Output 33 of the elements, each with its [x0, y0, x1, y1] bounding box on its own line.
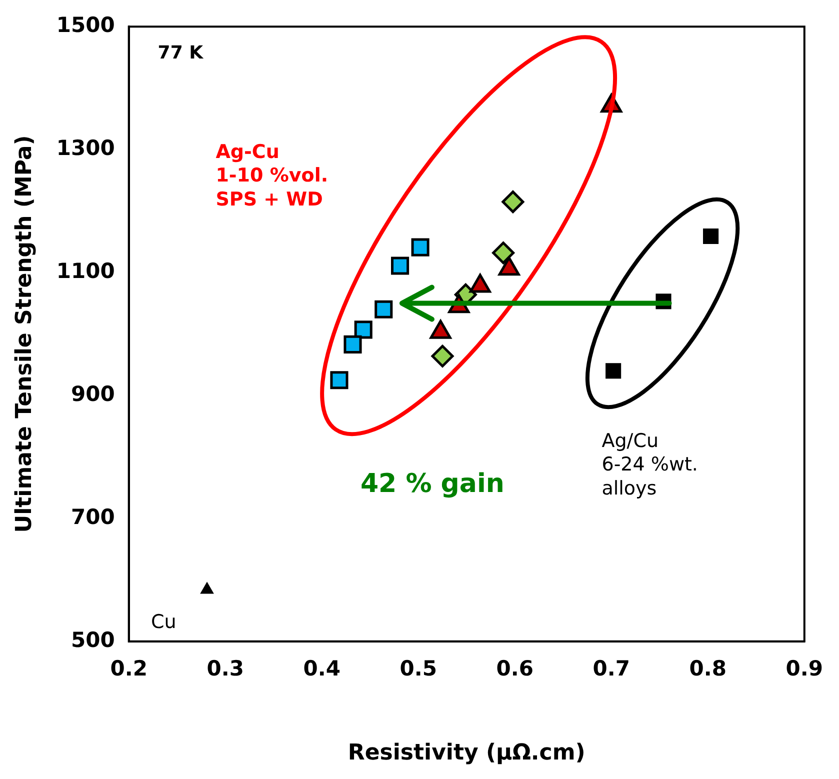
point: [431, 344, 454, 368]
y-tick-label: 1500: [56, 13, 115, 38]
y-tick-label: 1300: [56, 136, 115, 160]
x-tick-label: 0.9: [786, 656, 823, 680]
annotation: Cu: [151, 611, 176, 634]
point: [374, 300, 393, 318]
y-tick-label: 500: [71, 628, 115, 652]
annotation: 42 % gain: [360, 469, 504, 500]
point: [606, 363, 622, 379]
point: [354, 320, 372, 339]
point: [391, 256, 410, 275]
annotation: 77 K: [158, 42, 204, 64]
point: [411, 238, 430, 256]
x-tick-label: 0.8: [689, 656, 726, 680]
point: [200, 582, 214, 594]
annotation: Ag/Cu 6-24 %wt. alloys: [602, 430, 698, 500]
x-tick-label: 0.7: [592, 656, 630, 680]
point: [344, 335, 362, 354]
point: [703, 228, 719, 244]
y-axis-title: Ultimate Tensile Strength (MPa): [12, 135, 37, 533]
x-tick-label: 0.3: [206, 656, 244, 680]
point: [502, 190, 524, 214]
annotation: Ag-Cu 1-10 %vol. SPS + WD: [216, 140, 328, 210]
x-tick-label: 0.6: [496, 656, 534, 680]
x-tick-label: 0.5: [400, 656, 437, 680]
x-tick-label: 0.4: [303, 656, 340, 680]
point: [492, 242, 515, 264]
x-tick-label: 0.2: [110, 656, 148, 680]
point: [330, 371, 348, 390]
y-tick-label: 900: [71, 382, 115, 406]
y-tick-label: 700: [71, 504, 115, 529]
y-tick-label: 1100: [56, 258, 115, 283]
x-axis-title: Resistivity (µΩ.cm): [348, 740, 586, 766]
